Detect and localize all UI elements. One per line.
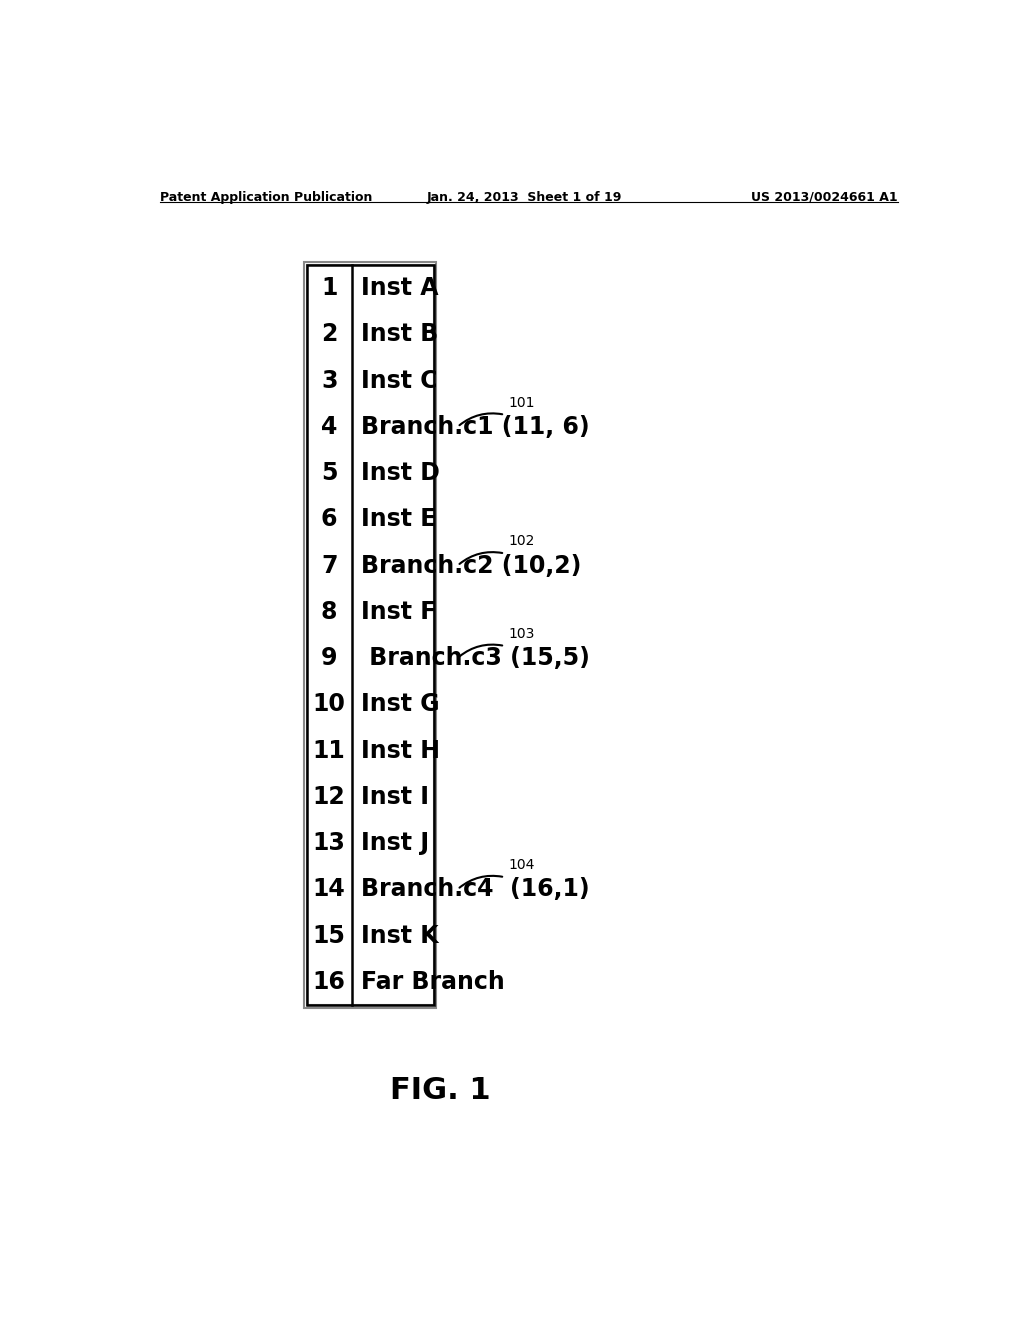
Text: 8: 8: [321, 601, 338, 624]
Text: Inst G: Inst G: [361, 693, 440, 717]
Text: 102: 102: [508, 535, 535, 548]
Text: 5: 5: [321, 461, 338, 486]
Text: 104: 104: [508, 858, 535, 873]
Text: Inst C: Inst C: [361, 368, 438, 393]
Text: Inst F: Inst F: [361, 601, 436, 624]
Text: 1: 1: [321, 276, 337, 300]
Text: 16: 16: [312, 970, 346, 994]
Text: Inst B: Inst B: [361, 322, 438, 346]
Text: Inst I: Inst I: [361, 785, 429, 809]
Text: 13: 13: [312, 832, 346, 855]
Text: 12: 12: [312, 785, 345, 809]
Text: Branch.c2 (10,2): Branch.c2 (10,2): [361, 553, 582, 578]
Bar: [304, 263, 436, 1008]
Text: Inst K: Inst K: [361, 924, 439, 948]
Text: 4: 4: [321, 414, 337, 440]
Text: 7: 7: [321, 553, 338, 578]
Text: 3: 3: [321, 368, 338, 393]
Text: 15: 15: [312, 924, 346, 948]
Text: Far Branch: Far Branch: [361, 970, 505, 994]
Text: 10: 10: [312, 693, 346, 717]
Bar: [306, 265, 433, 1005]
Text: Inst H: Inst H: [361, 739, 440, 763]
Text: Branch.c3 (15,5): Branch.c3 (15,5): [361, 647, 590, 671]
Text: Inst D: Inst D: [361, 461, 440, 486]
Bar: [306, 265, 433, 1005]
Text: Inst J: Inst J: [361, 832, 429, 855]
Text: Patent Application Publication: Patent Application Publication: [160, 191, 372, 203]
Text: 101: 101: [508, 396, 535, 409]
Text: 11: 11: [312, 739, 345, 763]
Text: 6: 6: [321, 507, 338, 532]
Text: Branch.c4  (16,1): Branch.c4 (16,1): [361, 878, 590, 902]
Text: US 2013/0024661 A1: US 2013/0024661 A1: [752, 191, 898, 203]
Text: FIG. 1: FIG. 1: [390, 1076, 490, 1105]
Text: Inst E: Inst E: [361, 507, 436, 532]
Text: Jan. 24, 2013  Sheet 1 of 19: Jan. 24, 2013 Sheet 1 of 19: [427, 191, 623, 203]
Text: Branch.c1 (11, 6): Branch.c1 (11, 6): [361, 414, 590, 440]
Text: 2: 2: [321, 322, 337, 346]
Text: 103: 103: [508, 627, 535, 642]
Text: Inst A: Inst A: [361, 276, 439, 300]
Text: 9: 9: [321, 647, 338, 671]
Text: 14: 14: [312, 878, 345, 902]
